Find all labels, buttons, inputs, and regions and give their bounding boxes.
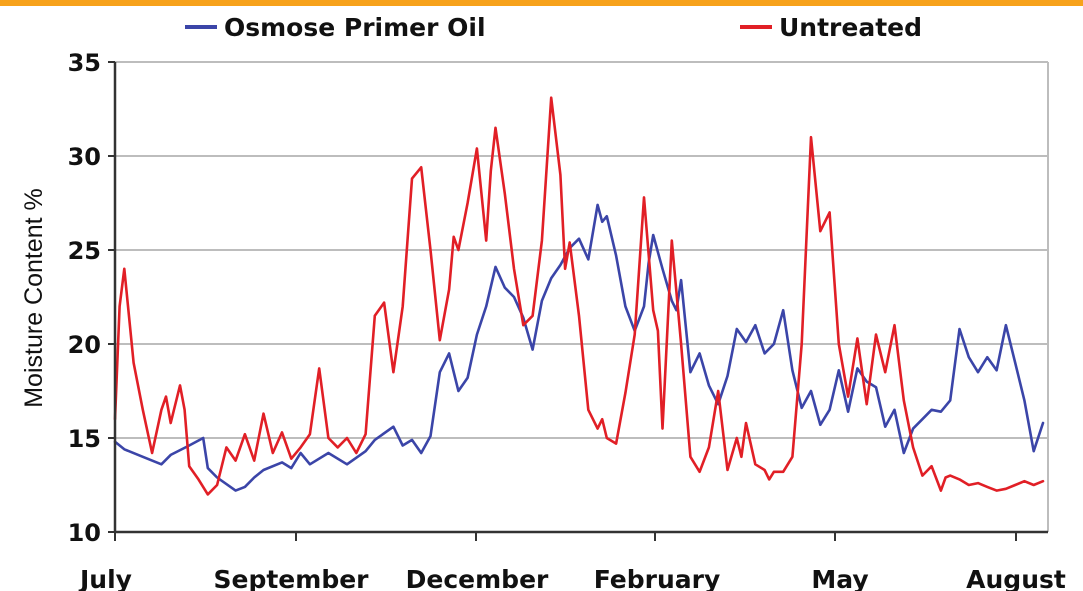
x-tick-label-september: September [214, 565, 370, 591]
x-tick-label-december: December [406, 565, 549, 591]
y-tick-label-35: 35 [68, 49, 101, 77]
x-axis-ticks: July September December February May August [78, 532, 1066, 591]
x-tick-label-august: August [966, 565, 1066, 591]
y-tick-label-20: 20 [68, 331, 101, 359]
y-axis-ticks: 10 15 20 25 30 35 [68, 49, 115, 547]
y-axis-label: Moisture Content % [20, 188, 48, 408]
series-lines [113, 96, 1045, 496]
y-tick-label-30: 30 [68, 143, 101, 171]
series-line-osmose-primer-oil [113, 203, 1045, 492]
top-accent-bar [0, 0, 1083, 6]
y-tick-label-25: 25 [68, 237, 101, 265]
y-tick-label-15: 15 [68, 425, 101, 453]
x-tick-label-may: May [811, 565, 868, 591]
x-tick-label-february: February [594, 565, 721, 591]
series-line-untreated [113, 96, 1045, 496]
y-tick-label-10: 10 [68, 519, 101, 547]
legend-label-osmose: Osmose Primer Oil [224, 13, 486, 42]
x-tick-label-july: July [78, 565, 132, 591]
legend-label-untreated: Untreated [779, 13, 922, 42]
legend: Osmose Primer Oil Untreated [185, 13, 922, 42]
axes [113, 62, 1048, 534]
